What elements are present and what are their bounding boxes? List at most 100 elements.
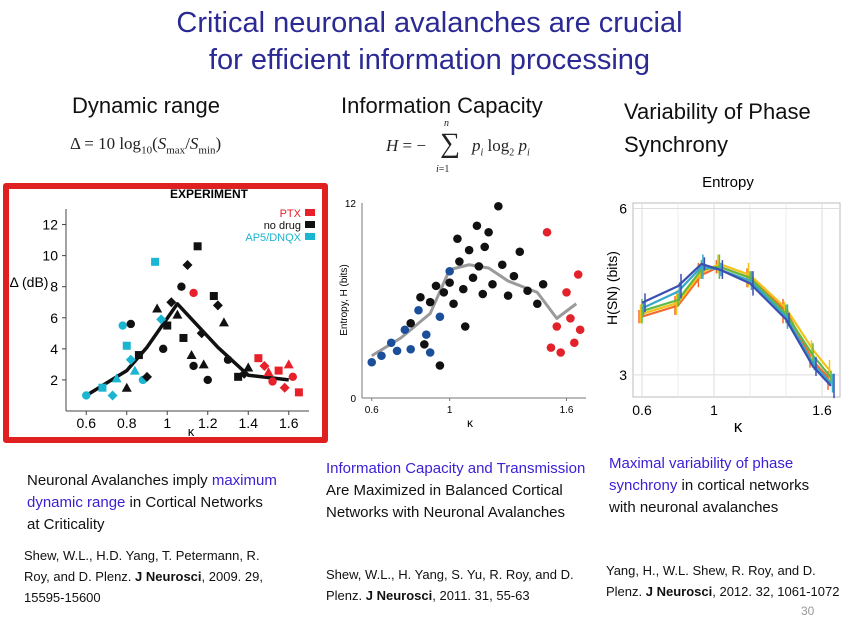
x-axis-label: κ: [467, 416, 474, 430]
data-point: [98, 383, 107, 392]
data-point: [212, 300, 223, 311]
reference-2011: Shew, W.L., H. Yang, S. Yu, R. Roy, and …: [326, 567, 574, 603]
data-point: [533, 299, 542, 309]
y-tick-label: 12: [42, 217, 58, 233]
data-point: [268, 377, 277, 386]
formula-entropy: H = − n ∑ i=1 pi log2 pi: [386, 118, 530, 175]
data-point: [223, 355, 233, 364]
data-point: [134, 351, 143, 360]
data-point: [488, 279, 497, 289]
data-point: [274, 366, 283, 375]
data-point: [263, 367, 274, 377]
data-point: [126, 319, 135, 329]
data-point: [420, 340, 429, 349]
data-point: [118, 321, 127, 330]
data-point: [474, 262, 484, 271]
y-tick-label: 2: [50, 372, 58, 388]
y-axis-label: Entropy, H (bits): [339, 264, 350, 336]
caption-phase-synchrony: Maximal variability of phase synchrony i…: [609, 455, 810, 516]
data-point: [166, 297, 177, 308]
data-point: [186, 350, 197, 360]
data-point: [570, 338, 579, 348]
x-tick-label: 1.2: [198, 415, 218, 431]
data-point: [562, 288, 571, 297]
data-point: [196, 328, 207, 339]
data-point: [259, 360, 270, 371]
data-point: [460, 322, 470, 331]
chart-phase-synchrony-entropy: Entropy 0.6 1 1.6 3 6 H(SN) (bits) κ: [604, 174, 841, 436]
data-point: [573, 270, 583, 279]
data-point: [458, 284, 468, 294]
data-point: [172, 309, 183, 319]
caption-dynamic-range: Neuronal Avalanches imply maximum dynami…: [27, 472, 277, 533]
data-point: [82, 391, 91, 400]
caption-information-capacity: Information Capacity and Transmission Ar…: [326, 460, 586, 521]
data-point: [122, 341, 131, 350]
data-point: [494, 201, 503, 211]
data-point: [182, 259, 193, 270]
x-tick-label: 1.6: [812, 402, 832, 418]
reference-2012: Yang, H., W.L. Shew, R. Roy, and D. Plen…: [606, 563, 840, 599]
data-point: [107, 390, 118, 401]
data-point: [121, 382, 132, 392]
data-point: [406, 344, 415, 354]
data-point: [425, 297, 435, 307]
legend-swatch: [305, 233, 315, 240]
data-point: [142, 371, 152, 382]
data-point: [546, 343, 556, 352]
data-point: [575, 325, 585, 335]
x-tick-label: 1: [447, 405, 453, 416]
x-tick-label: 1: [163, 415, 171, 431]
highlight-border: [3, 183, 328, 443]
data-point: [152, 303, 163, 313]
data-point: [523, 286, 532, 296]
data-point: [189, 361, 198, 371]
data-point: [125, 354, 136, 365]
data-point: [203, 375, 212, 385]
data-point: [294, 388, 303, 397]
series-line: [641, 265, 832, 382]
data-point: [254, 354, 263, 363]
y-tick-label: 6: [619, 201, 627, 217]
data-point: [386, 338, 396, 348]
data-point: [435, 312, 445, 322]
x-tick-label: 1.6: [279, 415, 299, 431]
series-line: [641, 262, 832, 373]
x-axis-label: κ: [734, 417, 743, 436]
data-point: [484, 227, 493, 237]
data-point: [151, 257, 160, 266]
data-point: [455, 257, 464, 266]
data-point: [218, 317, 229, 327]
data-point: [515, 247, 525, 257]
data-point: [243, 362, 254, 372]
slide-title-line2: for efficient information processing: [208, 44, 651, 76]
data-point: [431, 281, 441, 291]
slide-title-line1: Critical neuronal avalanches are crucial: [176, 7, 683, 39]
data-point: [193, 242, 202, 251]
data-point: [163, 321, 172, 330]
slide-number: 30: [801, 604, 815, 618]
data-point: [464, 245, 474, 255]
data-point: [556, 348, 565, 357]
data-point: [392, 346, 402, 356]
data-point: [198, 359, 209, 369]
data-point: [453, 234, 462, 244]
series-line: [641, 265, 832, 379]
data-point: [425, 348, 435, 357]
data-point: [480, 242, 490, 252]
data-point: [234, 372, 243, 381]
plot-frame: [632, 202, 841, 398]
data-point: [416, 292, 425, 302]
chart-title: EXPERIMENT: [170, 189, 249, 201]
x-tick-label: 0.6: [77, 415, 97, 431]
y-tick-label: 12: [345, 199, 357, 210]
data-point: [406, 318, 415, 328]
data-point: [414, 305, 423, 315]
x-tick-label: 0.6: [632, 402, 652, 418]
data-point: [367, 357, 377, 367]
data-point: [288, 372, 297, 382]
mean-curve: [85, 302, 289, 397]
data-point: [159, 344, 168, 354]
data-point: [111, 373, 122, 383]
data-point: [503, 291, 513, 300]
